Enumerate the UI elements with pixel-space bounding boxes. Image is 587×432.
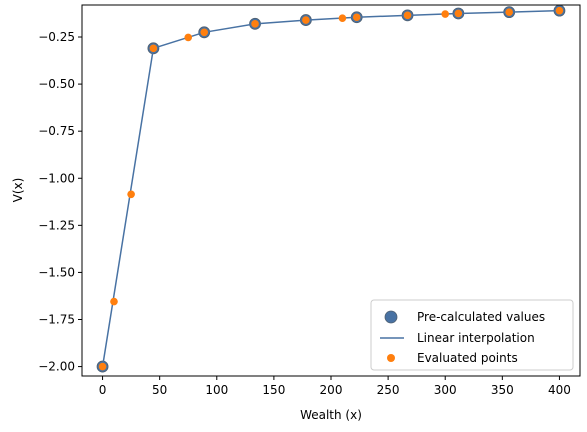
x-tick-label: 100 [205, 383, 228, 397]
evaluated-point [127, 190, 135, 199]
evaluated-point [302, 16, 310, 24]
y-tick-label: −2.00 [38, 360, 75, 374]
evaluated-point [403, 11, 412, 20]
evaluated-point [454, 9, 463, 18]
x-tick-label: 350 [491, 383, 514, 397]
evaluated-point [505, 8, 513, 16]
x-tick-label: 150 [262, 383, 285, 397]
y-tick-label: −1.75 [38, 313, 75, 327]
legend-label-interpolation: Linear interpolation [417, 331, 535, 345]
evaluated-point [200, 28, 209, 37]
x-tick-label: 300 [434, 383, 457, 397]
evaluated-point [110, 297, 118, 306]
y-tick-label: −1.25 [38, 218, 75, 232]
x-tick-label: 250 [377, 383, 400, 397]
y-axis: −2.00 −1.75 −1.50 −1.25 −1.00 −0.75 −0.50 −0.25 [38, 30, 82, 374]
legend-marker-evaluated [387, 354, 395, 362]
evaluated-point [98, 362, 107, 371]
legend-marker-precalculated [384, 310, 398, 324]
evaluated-point [441, 10, 450, 18]
legend-label-evaluated: Evaluated points [417, 351, 518, 365]
y-tick-label: −0.25 [38, 30, 75, 44]
y-tick-label: −0.75 [38, 124, 75, 138]
evaluated-point [149, 44, 158, 53]
plot-area [96, 4, 566, 373]
x-axis: 0 50 100 150 200 250 300 350 400 [99, 376, 571, 397]
evaluated-point [352, 13, 361, 22]
interpolation-line [101, 9, 560, 367]
legend-box [370, 299, 574, 371]
legend: Pre-calculated values Linear interpolati… [370, 299, 574, 371]
y-tick-label: −1.00 [38, 171, 75, 185]
legend-label-precalculated: Pre-calculated values [417, 310, 545, 324]
x-tick-label: 50 [152, 383, 167, 397]
evaluated-point [338, 14, 347, 22]
y-tick-label: −1.50 [38, 265, 75, 279]
evaluated-point [184, 33, 193, 42]
x-tick-label: 0 [99, 383, 107, 397]
x-tick-label: 200 [320, 383, 343, 397]
evaluated-point [555, 6, 564, 15]
evaluated-point [251, 20, 259, 28]
y-tick-label: −0.50 [38, 77, 75, 91]
x-tick-label: 400 [548, 383, 571, 397]
y-axis-label: V(x) [11, 178, 25, 203]
x-axis-label: Wealth (x) [300, 408, 362, 422]
